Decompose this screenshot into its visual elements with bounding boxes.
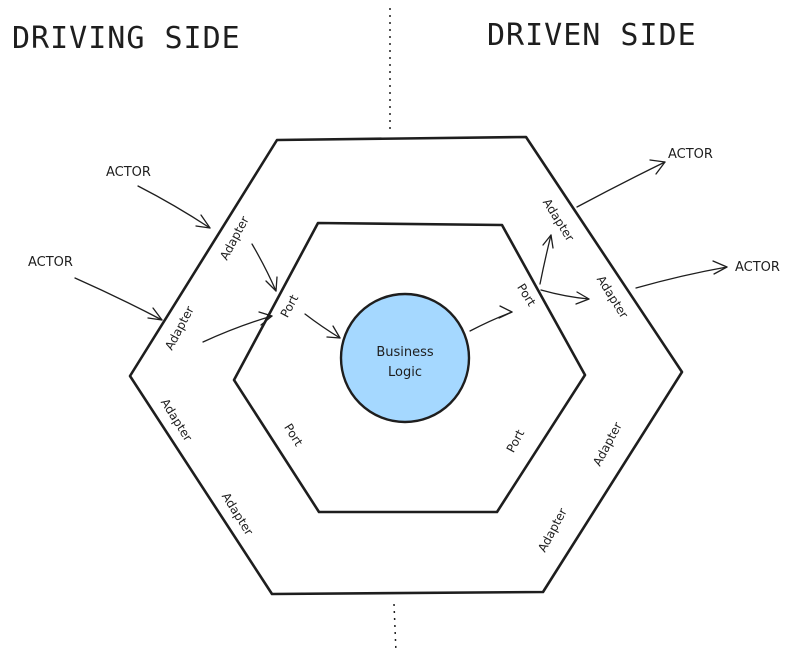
arrow (540, 289, 590, 305)
port-label: Port (281, 421, 306, 449)
adapter-label: Adapter (158, 396, 195, 444)
actor-label: ACTOR (28, 255, 73, 270)
adapter-label: Adapter (594, 273, 631, 321)
arrow (304, 313, 341, 339)
driven-side-heading: DRIVEN SIDE (487, 18, 697, 53)
center-divider-bottom (393, 603, 397, 653)
port-label: Port (504, 427, 528, 455)
arrow (137, 185, 211, 229)
arrow (74, 277, 163, 321)
adapter-label: Adapter (535, 506, 570, 555)
adapter-label: Adapter (162, 304, 197, 353)
arrow (539, 234, 554, 285)
arrow (469, 305, 513, 332)
adapter-label: Adapter (217, 214, 252, 263)
actor-label: ACTOR (106, 165, 151, 180)
adapter-label: Adapter (590, 420, 625, 469)
driving-side-heading: DRIVING SIDE (12, 21, 241, 56)
port-label: Port (278, 292, 302, 320)
arrow (576, 159, 666, 208)
outer-hexagon (128, 135, 684, 596)
actor-label: ACTOR (735, 260, 780, 275)
actor-label: ACTOR (668, 147, 713, 162)
business-logic-label-line1: Business (376, 345, 434, 360)
arrow (635, 260, 728, 289)
adapter-label: Adapter (219, 490, 256, 538)
inner-hexagon (232, 221, 587, 514)
business-logic-circle (339, 292, 471, 424)
arrow (202, 311, 273, 343)
arrow (251, 243, 278, 292)
business-logic-label-line2: Logic (388, 365, 422, 380)
